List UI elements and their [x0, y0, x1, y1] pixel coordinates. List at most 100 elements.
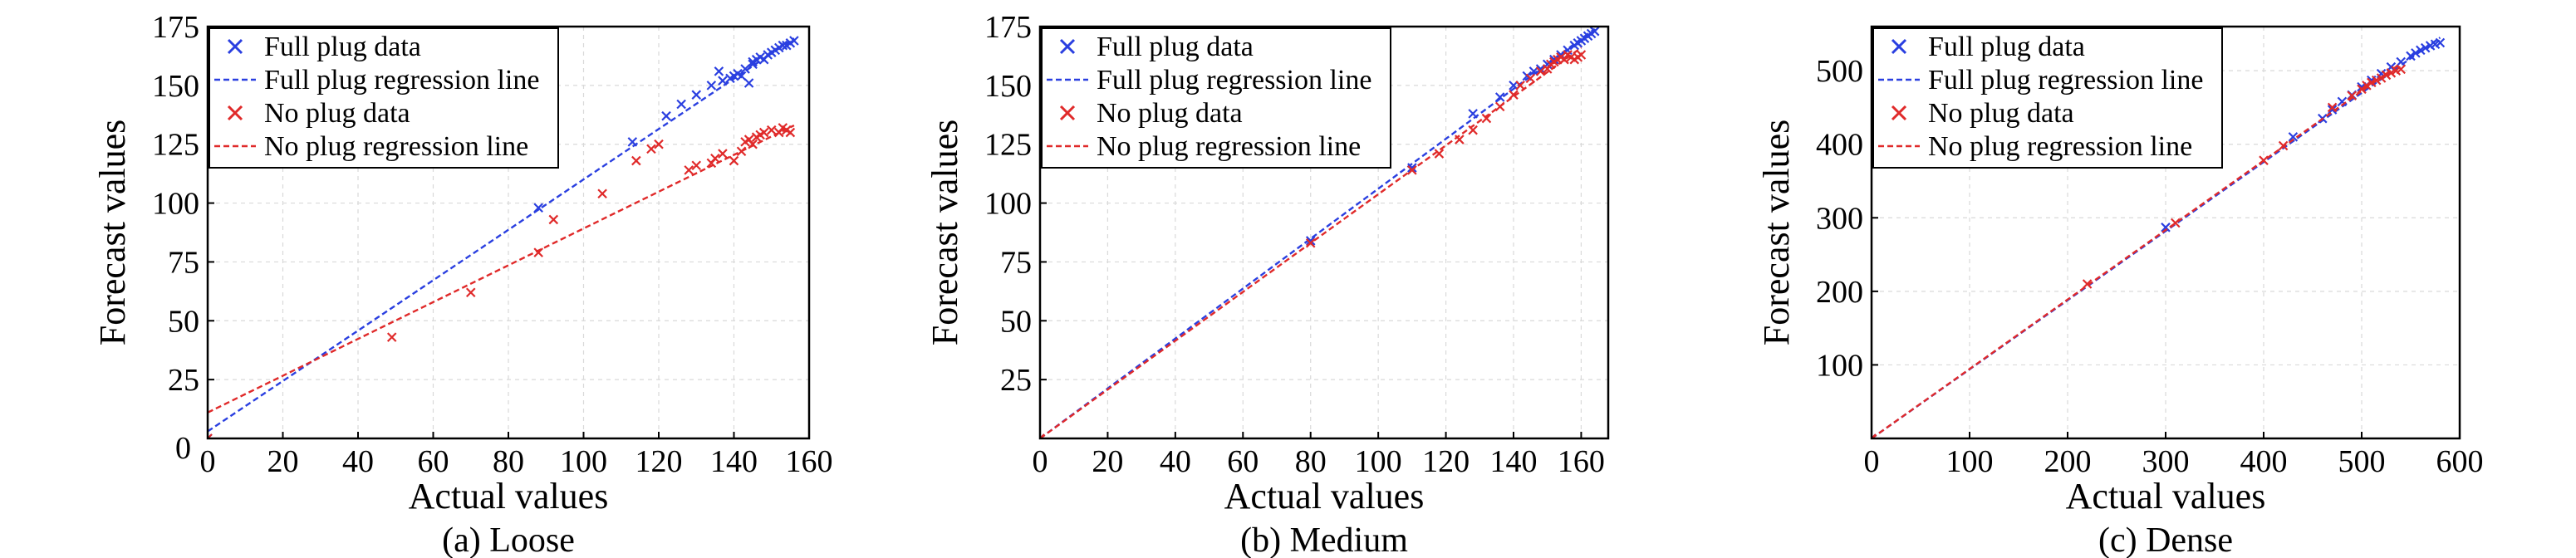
- x-tick-label: 400: [2240, 444, 2288, 479]
- data-point: [789, 36, 799, 46]
- y-tick-label: 75: [1000, 245, 1032, 280]
- x-tick-label: 80: [1295, 444, 1327, 479]
- data-point: [743, 78, 754, 88]
- x-tick-label: 0: [1033, 444, 1048, 479]
- x-tick-label: 160: [1558, 444, 1605, 479]
- chart-caption: (b) Medium: [1240, 521, 1408, 558]
- y-tick-label: 175: [984, 10, 1032, 45]
- y-tick-label: 125: [152, 128, 199, 163]
- x-tick-label: 600: [2436, 444, 2484, 479]
- x-tick-label: 60: [418, 444, 449, 479]
- y-tick-label: 100: [984, 187, 1032, 222]
- data-point: [766, 125, 777, 135]
- data-point: [386, 332, 397, 342]
- y-tick-label: 100: [1816, 348, 1863, 383]
- x-tick-label: 40: [1160, 444, 1191, 479]
- regression-line-1: [1040, 27, 1596, 438]
- x-axis-label: Actual values: [409, 476, 609, 516]
- y-tick-label: 150: [984, 69, 1032, 104]
- x-tick-label: 20: [267, 444, 299, 479]
- data-point: [706, 81, 717, 91]
- regression-line-3: [1872, 62, 2402, 438]
- regression-line-3: [208, 124, 795, 414]
- series-0: [1040, 27, 1600, 438]
- chart-panel-1: 0 20 40 60 80 100 120 140 160 25 50 75 100 125 150 175 0…: [92, 10, 833, 558]
- y-tick-label: 25: [168, 363, 199, 398]
- legend-marker-swatch: [1891, 38, 1907, 55]
- x-tick-label: 100: [1355, 444, 1402, 479]
- legend-marker-swatch: [1059, 105, 1076, 121]
- data-point: [758, 127, 769, 138]
- x-tick-label: 140: [710, 444, 758, 479]
- legend-label: Full plug regression line: [1928, 65, 2203, 95]
- data-point: [1576, 50, 1587, 60]
- plot-data: [1872, 37, 2446, 438]
- x-tick-label: 120: [1422, 444, 1470, 479]
- x-tick-label: 160: [786, 444, 833, 479]
- chart-caption: (c) Dense: [2098, 521, 2233, 558]
- y-tick-label: 75: [168, 245, 199, 280]
- legend-box: [1872, 27, 2223, 169]
- plot-data: [1040, 27, 1600, 438]
- x-tick-label: 60: [1227, 444, 1259, 479]
- x-tick-label: 120: [635, 444, 683, 479]
- y-axis-label: Forecast values: [92, 120, 133, 345]
- y-zero-label: 0: [175, 431, 191, 466]
- y-tick-label: 125: [984, 128, 1032, 163]
- x-tick-label: 140: [1490, 444, 1538, 479]
- data-point: [684, 165, 694, 175]
- data-point: [2362, 81, 2372, 91]
- data-point: [714, 66, 724, 76]
- data-point: [1525, 73, 1536, 84]
- legend-label: No plug data: [264, 98, 410, 129]
- legend-label: Full plug regression line: [1097, 65, 1371, 95]
- legend-label: Full plug data: [264, 32, 421, 62]
- legend-marker-swatch: [1059, 38, 1076, 55]
- legend-box: [209, 27, 559, 169]
- legend-box: [1041, 27, 1391, 169]
- data-point: [2435, 37, 2446, 48]
- plot-data: [208, 36, 799, 438]
- x-axis-label: Actual values: [2066, 476, 2266, 516]
- data-point: [208, 433, 213, 438]
- data-point: [631, 155, 641, 166]
- x-tick-label: 40: [342, 444, 374, 479]
- y-tick-label: 100: [152, 187, 199, 222]
- x-tick-label: 0: [1864, 444, 1880, 479]
- chart-caption: (a) Loose: [442, 521, 575, 558]
- data-point: [548, 214, 559, 225]
- axes-frame: [206, 25, 811, 440]
- legend-label: Full plug data: [1928, 32, 2085, 62]
- x-tick-label: 100: [1946, 444, 1994, 479]
- data-point: [736, 71, 747, 81]
- data-point: [1515, 81, 1525, 91]
- legend-label: No plug regression line: [264, 131, 528, 162]
- y-tick-label: 150: [152, 69, 199, 104]
- legend-label: No plug data: [1928, 98, 2074, 129]
- x-tick-label: 0: [200, 444, 216, 479]
- x-tick-label: 80: [493, 444, 524, 479]
- data-point: [691, 160, 702, 171]
- legend-label: Full plug regression line: [264, 65, 539, 95]
- data-point: [1434, 149, 1445, 159]
- data-point: [710, 153, 720, 164]
- x-tick-label: 300: [2142, 444, 2190, 479]
- data-point: [740, 64, 750, 74]
- x-tick-label: 20: [1092, 444, 1123, 479]
- y-axis-label: Forecast values: [925, 120, 965, 345]
- data-point: [2396, 56, 2406, 67]
- data-point: [2288, 132, 2299, 142]
- x-tick-label: 200: [2044, 444, 2092, 479]
- x-tick-label: 100: [560, 444, 607, 479]
- data-point: [1481, 113, 1492, 124]
- data-point: [2386, 68, 2397, 78]
- data-point: [2161, 223, 2171, 232]
- y-tick-label: 500: [1816, 54, 1863, 89]
- data-point: [661, 110, 671, 121]
- x-tick-label: 500: [2338, 444, 2386, 479]
- y-tick-label: 200: [1816, 275, 1863, 310]
- y-tick-label: 175: [152, 10, 199, 45]
- data-point: [676, 99, 686, 110]
